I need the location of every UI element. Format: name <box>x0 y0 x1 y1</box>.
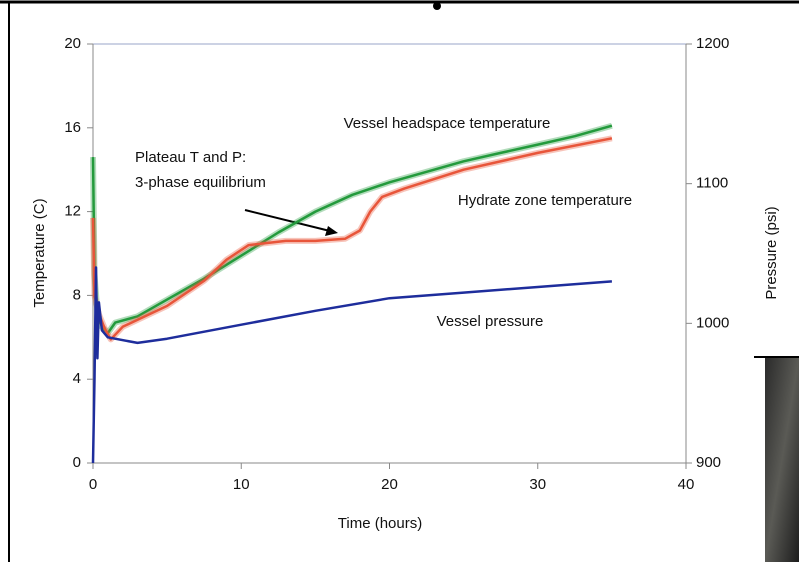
y-axis-title: Temperature (C) <box>31 198 48 307</box>
bullet <box>433 2 441 10</box>
y2-tick-label: 1000 <box>696 314 729 331</box>
annotation: 3-phase equilibrium <box>135 174 266 191</box>
chart: Time (hours) Temperature (C) Pressure (p… <box>0 0 799 562</box>
series-line <box>93 138 612 339</box>
x-axis-title: Time (hours) <box>338 515 422 532</box>
y2-tick-label: 1100 <box>696 175 728 192</box>
series-label: Vessel headspace temperature <box>344 115 551 132</box>
y-tick-label: 4 <box>73 370 81 387</box>
y2-tick-label: 1200 <box>696 35 729 52</box>
x-tick-label: 10 <box>233 476 250 493</box>
page: {"chart_data": {"type": "line", "xlabel"… <box>0 0 799 562</box>
x-tick-label: 20 <box>381 476 398 493</box>
y-tick-label: 16 <box>64 119 81 136</box>
series-halo <box>93 138 612 339</box>
photo-fragment <box>765 357 799 562</box>
y-tick-label: 8 <box>73 286 81 303</box>
y-tick-label: 0 <box>73 454 81 471</box>
series-label: Vessel pressure <box>437 313 544 330</box>
x-tick-label: 0 <box>89 476 97 493</box>
y2-tick-label: 900 <box>696 454 721 471</box>
arrow-head <box>325 226 338 236</box>
y-tick-label: 20 <box>64 35 81 52</box>
x-tick-label: 30 <box>529 476 546 493</box>
series-label: Hydrate zone temperature <box>458 192 632 209</box>
x-tick-label: 40 <box>678 476 695 493</box>
annotation: Plateau T and P: <box>135 149 246 166</box>
y2-axis-title: Pressure (psi) <box>763 206 780 299</box>
y-tick-label: 12 <box>64 203 81 220</box>
